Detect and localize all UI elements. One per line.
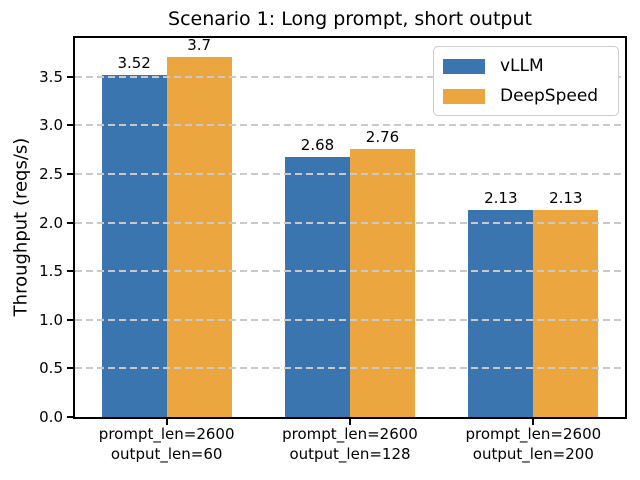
gridline [75, 270, 625, 273]
legend-label: vLLM [500, 56, 544, 76]
bar-value-label: 2.13 [484, 189, 518, 207]
bar-value-label: 2.68 [300, 135, 335, 154]
y-tick-mark [67, 416, 73, 418]
x-tick-label: prompt_len=2600 output_len=60 [57, 424, 277, 464]
y-tick-label: 1.5 [39, 262, 63, 281]
x-tick-line: prompt_len=2600 [282, 425, 418, 443]
bar-deepspeed [350, 148, 415, 417]
y-tick-label: 1.0 [39, 310, 63, 329]
y-tick-mark [67, 173, 73, 176]
x-tick-mark [532, 419, 535, 425]
bar-value-label: 2.13 [549, 189, 583, 207]
gridline [75, 124, 625, 127]
bar-value-label: 3.7 [187, 36, 212, 55]
y-tick-label: 0.5 [39, 359, 63, 378]
y-tick-mark [67, 270, 73, 273]
y-tick-label: 2.0 [39, 213, 63, 232]
x-tick-line: output_len=200 [472, 445, 594, 463]
x-tick-label: prompt_len=2600 output_len=200 [423, 424, 640, 464]
x-tick-line: output_len=60 [110, 445, 223, 463]
x-tick-mark [165, 419, 168, 425]
bar-vllm [101, 74, 167, 417]
x-tick-line: output_len=128 [289, 445, 411, 463]
y-tick-label: 3.5 [39, 67, 63, 86]
x-tick-label: prompt_len=2600 output_len=128 [240, 424, 460, 464]
bar-vllm [285, 156, 350, 417]
y-tick-label: 2.5 [39, 165, 63, 184]
bar-value-label: 3.52 [117, 53, 151, 72]
legend-swatch [443, 88, 485, 104]
y-tick-label: 0.0 [39, 408, 63, 426]
y-tick-mark [67, 367, 73, 370]
y-tick-mark [67, 221, 73, 224]
x-tick-line: prompt_len=2600 [98, 425, 235, 443]
y-tick-mark [67, 318, 73, 321]
gridline [75, 173, 625, 176]
chart-title: Scenario 1: Long prompt, short output [168, 8, 532, 30]
gridline [75, 221, 625, 224]
y-tick-label: 3.0 [39, 116, 63, 135]
bar-deepspeed [533, 210, 599, 417]
legend-item-vllm: vLLM [443, 54, 604, 78]
legend-item-deepspeed: DeepSpeed [443, 84, 604, 108]
bar-value-label: 2.76 [365, 127, 400, 146]
bar-vllm [468, 210, 534, 417]
x-tick-line: prompt_len=2600 [465, 425, 602, 443]
legend-swatch [443, 58, 485, 74]
gridline [75, 75, 625, 78]
gridline [75, 367, 625, 370]
x-tick-mark [349, 419, 351, 425]
gridline [75, 318, 625, 321]
y-tick-mark [67, 124, 73, 127]
legend-label: DeepSpeed [500, 86, 599, 106]
bar-deepspeed [166, 57, 232, 417]
legend: vLLM DeepSpeed [433, 46, 619, 116]
y-tick-mark [67, 75, 73, 78]
